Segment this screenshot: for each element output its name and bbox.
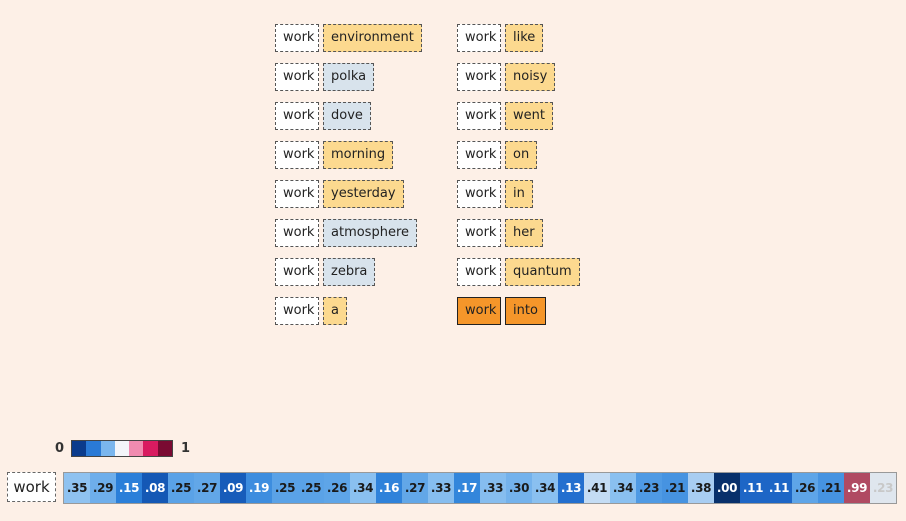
legend-max-label: 1 bbox=[181, 441, 191, 456]
score-cell: .27 bbox=[402, 473, 428, 503]
legend-swatch bbox=[72, 441, 87, 456]
pair-right-token: like bbox=[505, 24, 544, 52]
score-cell: .26 bbox=[324, 473, 350, 503]
score-cell: .19 bbox=[246, 473, 272, 503]
score-cell: .29 bbox=[90, 473, 116, 503]
pair-left-token: work bbox=[457, 297, 501, 325]
score-cell: .33 bbox=[480, 473, 506, 503]
pair-right-token: noisy bbox=[505, 63, 556, 91]
pair-left-token: work bbox=[457, 180, 501, 208]
pair-left-token: work bbox=[457, 24, 501, 52]
pair-right-token: atmosphere bbox=[323, 219, 417, 247]
score-cell: .08 bbox=[142, 473, 168, 503]
pair-right-token: on bbox=[505, 141, 538, 169]
score-cell: .11 bbox=[766, 473, 792, 503]
score-cell: .23 bbox=[636, 473, 662, 503]
pair-left-token: work bbox=[275, 141, 319, 169]
pair-left-token: work bbox=[275, 219, 319, 247]
pair-left-token: work bbox=[457, 219, 501, 247]
pair-right-token: zebra bbox=[323, 258, 376, 286]
score-cell: .99 bbox=[844, 473, 870, 503]
score-cell: .25 bbox=[272, 473, 298, 503]
pair-right-token: polka bbox=[323, 63, 375, 91]
score-cell: .13 bbox=[558, 473, 584, 503]
score-cell: .38 bbox=[688, 473, 714, 503]
score-cell: .34 bbox=[532, 473, 558, 503]
score-cell: .34 bbox=[350, 473, 376, 503]
pair-right-token: her bbox=[505, 219, 543, 247]
query-word-token: work bbox=[7, 472, 56, 502]
score-cell: .25 bbox=[298, 473, 324, 503]
legend-swatch bbox=[129, 441, 144, 456]
pair-left-token: work bbox=[457, 258, 501, 286]
score-cell: .27 bbox=[194, 473, 220, 503]
score-cell: .00 bbox=[714, 473, 740, 503]
pair-right-token: dove bbox=[323, 102, 371, 130]
pair-left-token: work bbox=[457, 141, 501, 169]
pair-left-token: work bbox=[275, 102, 319, 130]
legend-min-label: 0 bbox=[55, 441, 65, 456]
legend-swatch bbox=[157, 441, 172, 456]
score-cell: .26 bbox=[792, 473, 818, 503]
pair-right-token: into bbox=[505, 297, 546, 325]
score-cell: .15 bbox=[116, 473, 142, 503]
legend-gradient-bar bbox=[71, 440, 173, 457]
score-cell: .33 bbox=[428, 473, 454, 503]
pair-left-token: work bbox=[275, 297, 319, 325]
similarity-score-strip: .35.29.15.08.25.27.09.19.25.25.26.34.16.… bbox=[63, 472, 897, 504]
pair-left-token: work bbox=[275, 24, 319, 52]
score-cell: .16 bbox=[376, 473, 402, 503]
pair-right-token: a bbox=[323, 297, 347, 325]
pair-left-token: work bbox=[275, 63, 319, 91]
legend-swatch bbox=[114, 441, 130, 456]
score-cell: .34 bbox=[610, 473, 636, 503]
score-cell: .09 bbox=[220, 473, 246, 503]
pair-right-token: morning bbox=[323, 141, 394, 169]
score-cell: .21 bbox=[818, 473, 844, 503]
pair-right-token: in bbox=[505, 180, 533, 208]
legend-swatch bbox=[100, 441, 115, 456]
score-cell: .41 bbox=[584, 473, 610, 503]
score-cell: .30 bbox=[506, 473, 532, 503]
score-cell: .11 bbox=[740, 473, 766, 503]
score-cell: .17 bbox=[454, 473, 480, 503]
pair-left-token: work bbox=[457, 63, 501, 91]
score-cell: .35 bbox=[64, 473, 90, 503]
score-cell: .25 bbox=[168, 473, 194, 503]
legend-swatch bbox=[143, 441, 158, 456]
pair-left-token: work bbox=[275, 180, 319, 208]
pair-right-token: environment bbox=[323, 24, 422, 52]
score-cell: .21 bbox=[662, 473, 688, 503]
pair-left-token: work bbox=[457, 102, 501, 130]
pair-right-token: yesterday bbox=[323, 180, 404, 208]
pair-right-token: quantum bbox=[505, 258, 580, 286]
score-cell: .23 bbox=[870, 473, 896, 503]
pair-right-token: went bbox=[505, 102, 553, 130]
legend-swatch bbox=[86, 441, 101, 456]
pair-left-token: work bbox=[275, 258, 319, 286]
